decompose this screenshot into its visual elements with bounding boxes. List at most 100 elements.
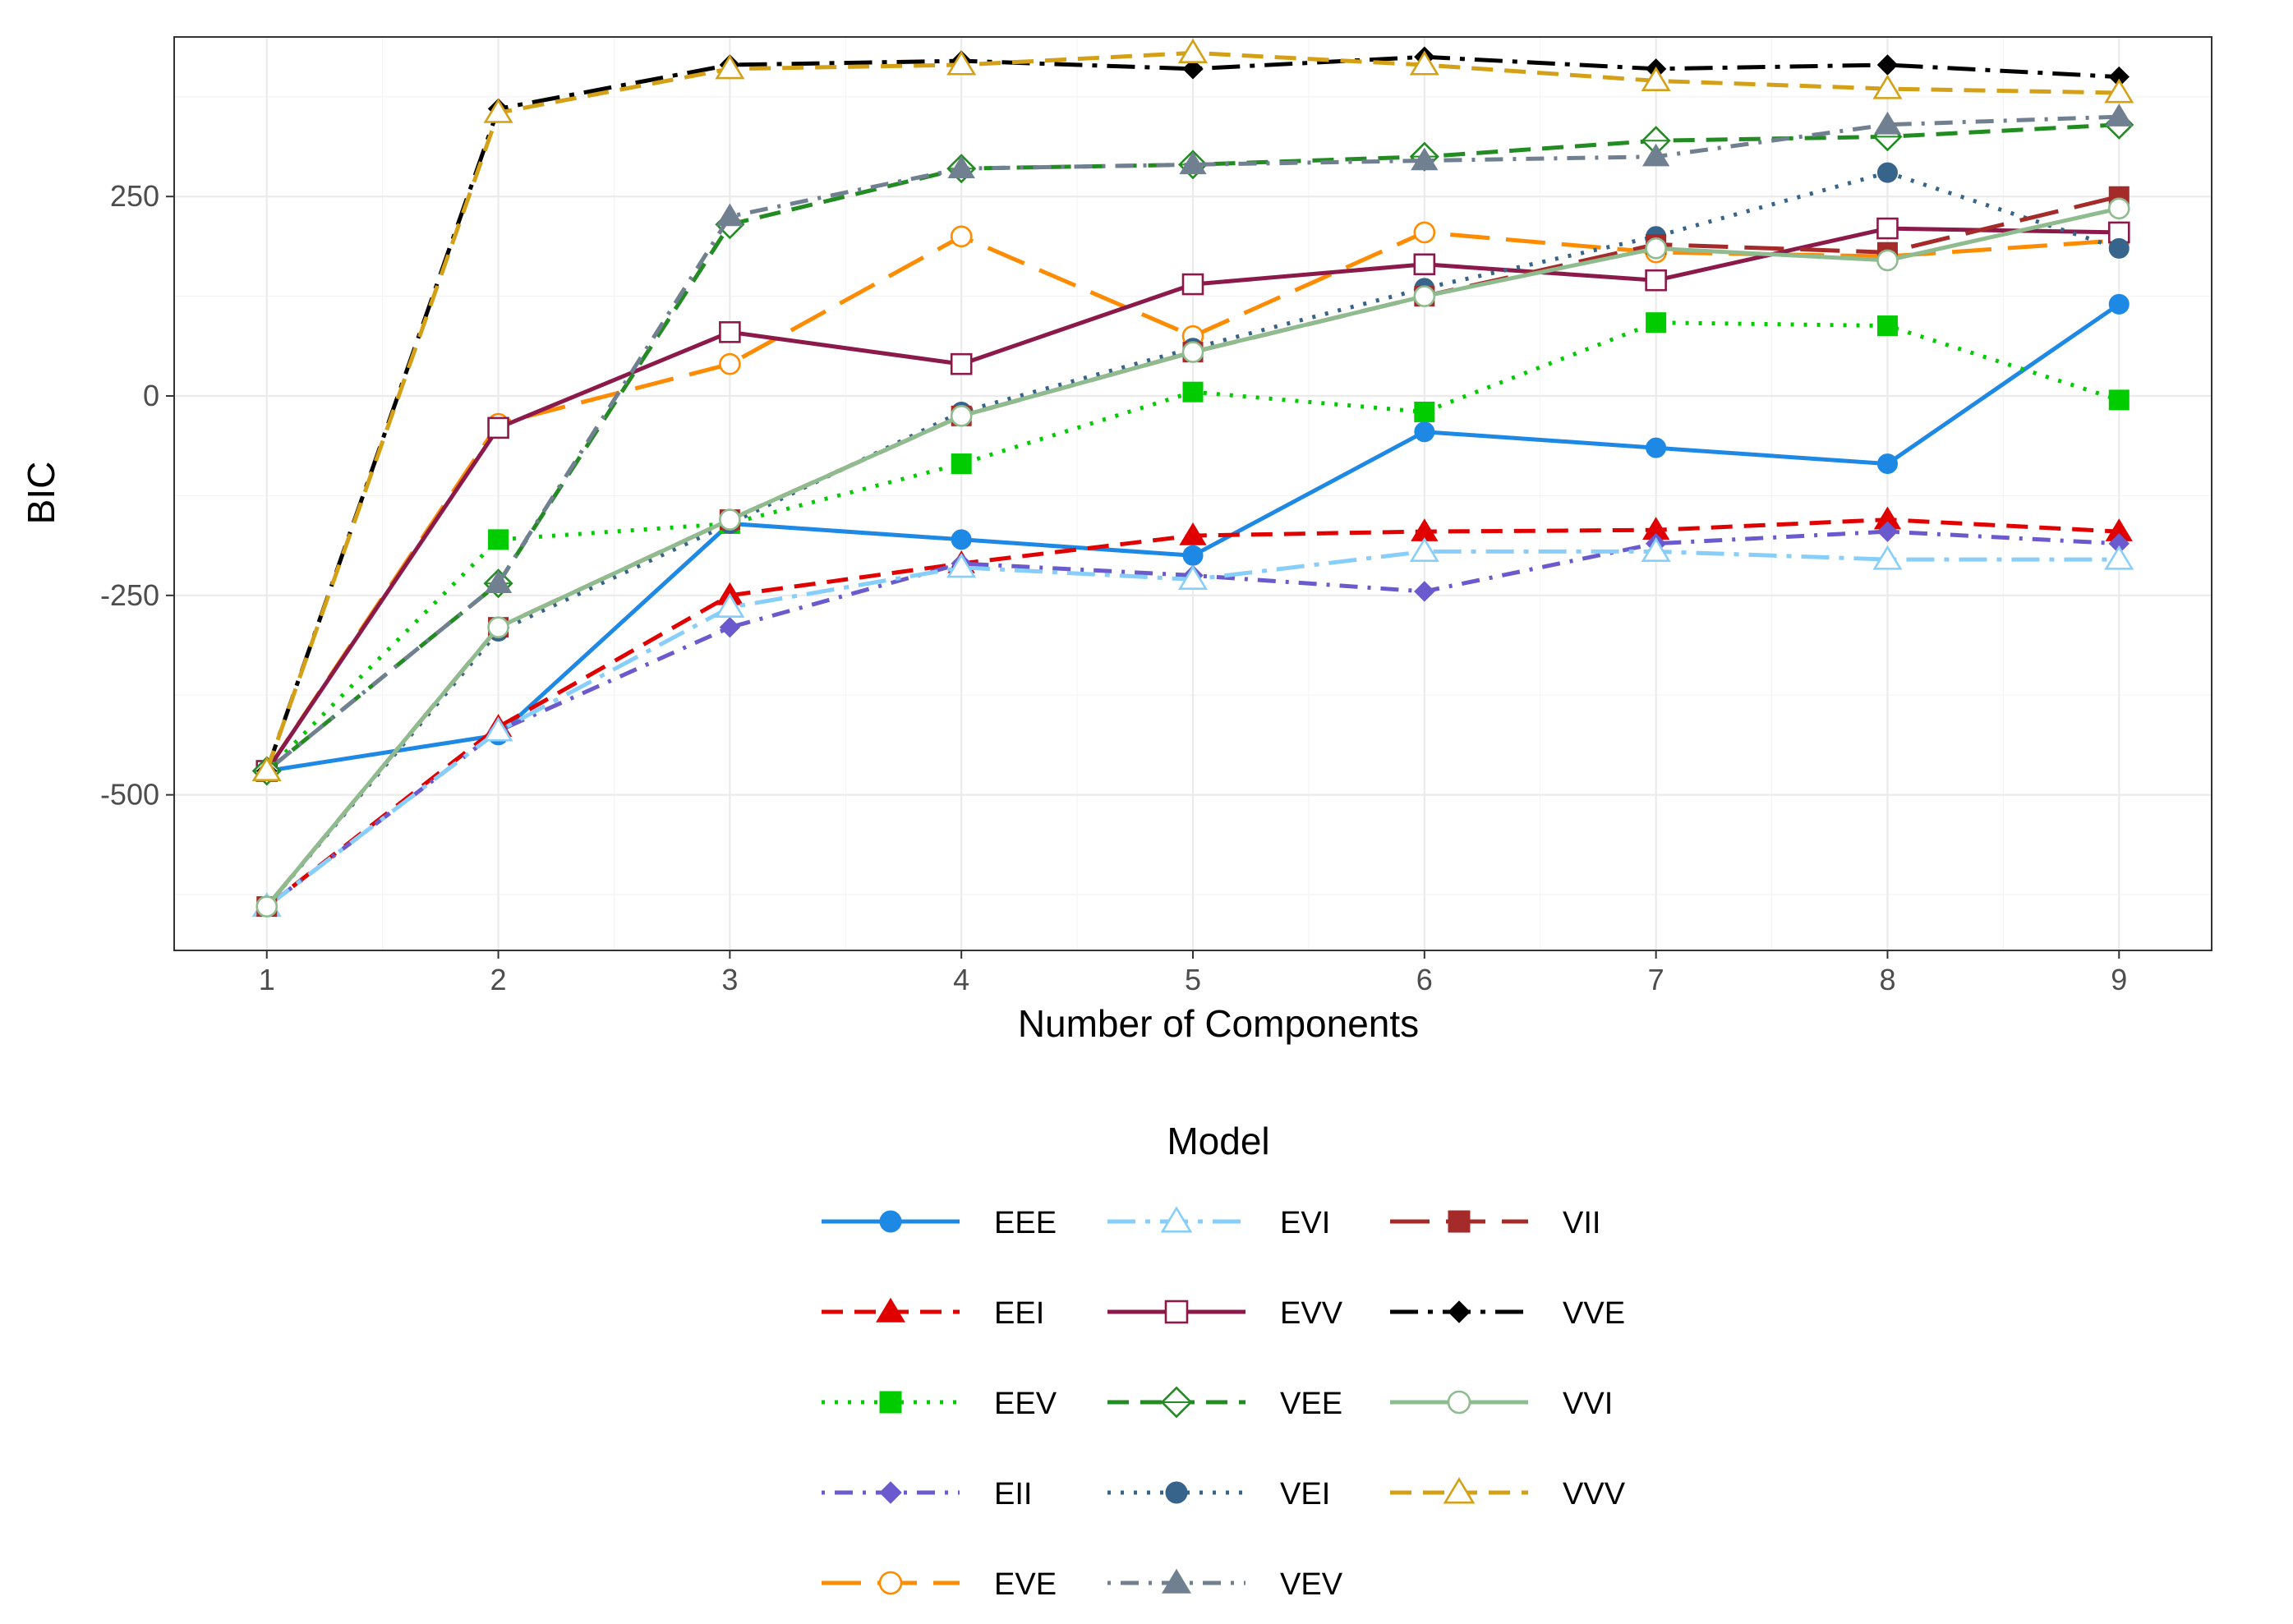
- y-axis: -500 -250 0 250: [100, 179, 174, 812]
- legend-key-marker: [876, 1297, 905, 1323]
- point-eev: [1414, 401, 1435, 422]
- point-vei: [2108, 237, 2130, 259]
- x-tick-label: 1: [259, 963, 275, 996]
- x-tick-label: 2: [490, 963, 507, 996]
- point-eev: [488, 529, 509, 550]
- point-eve: [950, 225, 973, 248]
- legend-key-marker: [1165, 1481, 1188, 1504]
- y-tick-label: -250: [100, 578, 159, 612]
- legend-item-vvi: VVI: [1390, 1387, 1613, 1421]
- point-eee: [1876, 453, 1898, 475]
- legend-key-marker: [879, 1391, 902, 1414]
- point-vvv: [1872, 74, 1903, 99]
- legend-key-marker: [1164, 1300, 1189, 1324]
- legend-key-marker: [1448, 1210, 1471, 1233]
- point-vev: [1873, 111, 1902, 135]
- x-tick-label: 4: [953, 963, 969, 996]
- legend-title: Model: [1167, 1120, 1269, 1162]
- legend-item-evv: EVV: [1107, 1296, 1343, 1331]
- point-eev: [951, 453, 972, 475]
- point-vvi: [1876, 249, 1899, 272]
- point-vvv: [483, 98, 513, 123]
- point-evv: [950, 352, 973, 375]
- point-vvv: [2104, 78, 2134, 104]
- x-tick-label: 6: [1416, 963, 1433, 996]
- x-axis-label: Number of Components: [1018, 1002, 1419, 1045]
- point-eei: [1179, 522, 1207, 545]
- point-vev: [484, 570, 513, 594]
- legend-label: VII: [1563, 1206, 1600, 1240]
- point-vvi: [256, 895, 279, 918]
- legend-label: VVI: [1563, 1387, 1613, 1421]
- point-eee: [951, 529, 972, 550]
- legend-key-marker: [1447, 1390, 1471, 1415]
- point-eii: [1414, 581, 1435, 602]
- point-eee: [1414, 421, 1435, 443]
- legend-key-marker: [1443, 1477, 1476, 1504]
- point-vvv: [946, 50, 977, 76]
- legend-item-evi: EVI: [1107, 1206, 1330, 1240]
- legend-item-eii: EII: [822, 1477, 1032, 1511]
- point-evi: [1641, 536, 1671, 562]
- legend-item-eev: EEV: [822, 1387, 1057, 1421]
- series-line-vve: [265, 54, 2120, 772]
- legend-label: VEV: [1280, 1567, 1343, 1602]
- point-eee: [2108, 293, 2130, 315]
- point-vev: [947, 155, 975, 178]
- legend-item-eee: EEE: [822, 1206, 1057, 1240]
- legend-key-marker: [1160, 1206, 1193, 1233]
- legend-item-vee: VEE: [1107, 1386, 1342, 1421]
- point-vev: [1411, 147, 1439, 171]
- point-evi: [1409, 536, 1439, 562]
- legend-item-eei: EEI: [822, 1296, 1044, 1331]
- legend-key-marker: [1162, 1568, 1191, 1594]
- point-vvi: [2107, 197, 2130, 220]
- series-line-vei: [265, 170, 2120, 909]
- point-vvv: [1641, 66, 1671, 91]
- y-axis-label: BIC: [20, 462, 62, 525]
- point-evi: [715, 592, 745, 618]
- point-eve: [719, 352, 741, 375]
- point-eev: [1646, 312, 1667, 334]
- x-axis: 1 2 3 4 5 6 7 8 9: [259, 950, 2127, 996]
- point-evi: [1177, 564, 1209, 590]
- point-vvi: [487, 616, 509, 638]
- legend-item-vev: VEV: [1107, 1567, 1343, 1602]
- point-vev: [716, 203, 744, 227]
- point-evv: [1413, 253, 1436, 276]
- point-vvi: [1413, 285, 1436, 307]
- point-evv: [1181, 273, 1204, 296]
- point-vvv: [715, 54, 745, 80]
- point-vvv: [251, 756, 282, 782]
- point-evv: [719, 321, 741, 343]
- point-eii: [719, 616, 741, 638]
- legend-item-vii: VII: [1390, 1206, 1600, 1240]
- x-tick-label: 7: [1648, 963, 1664, 996]
- y-tick-label: 0: [143, 379, 159, 412]
- x-tick-label: 8: [1879, 963, 1895, 996]
- legend-label: EVV: [1280, 1296, 1343, 1331]
- legend-label: EEV: [994, 1387, 1057, 1421]
- point-vvi: [1181, 341, 1204, 363]
- x-tick-label: 3: [721, 963, 738, 996]
- legend-item-vvv: VVV: [1390, 1477, 1626, 1511]
- point-eev: [2108, 389, 2130, 411]
- point-vvi: [719, 508, 741, 531]
- legend-label: VVE: [1563, 1296, 1625, 1331]
- legend-key-marker: [879, 1210, 902, 1233]
- legend-item-vei: VEI: [1107, 1477, 1330, 1511]
- point-vev: [1179, 151, 1207, 175]
- point-evi: [483, 716, 513, 742]
- legend-key-marker: [878, 1571, 903, 1595]
- point-eve: [1413, 221, 1436, 244]
- point-evv: [1645, 269, 1667, 292]
- point-vvv: [1409, 50, 1439, 76]
- point-eev: [1182, 381, 1204, 403]
- point-evi: [2104, 545, 2134, 570]
- legend-item-eve: EVE: [822, 1567, 1057, 1602]
- point-eii: [1876, 521, 1899, 542]
- legend-label: EVE: [994, 1567, 1057, 1602]
- point-eee: [1646, 437, 1667, 458]
- legend-label: VEI: [1280, 1477, 1330, 1511]
